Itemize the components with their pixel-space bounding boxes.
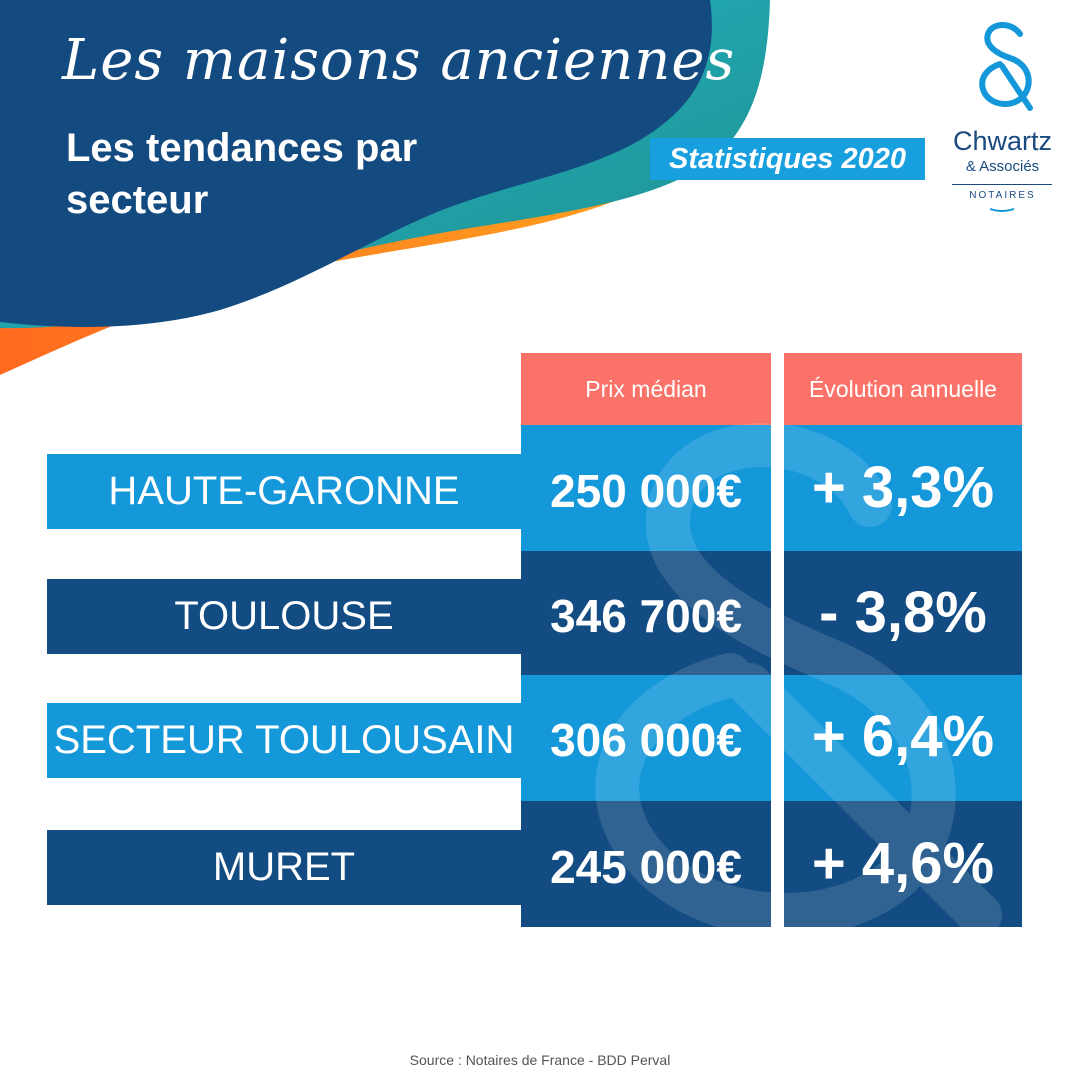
logo-tagline: NOTAIRES [969,190,1036,201]
column-gap [771,675,784,801]
company-logo: Chwartz & Associés NOTAIRES [940,18,1065,212]
row-label: HAUTE-GARONNE [47,454,521,529]
evolution-value: + 3,3% [811,455,995,520]
price-value: 245 000€ [550,841,742,893]
logo-associates: & Associés [965,158,1040,175]
ampersand-logo-icon [979,22,1033,111]
page-title: Les maisons anciennes [62,28,736,93]
price-value: 346 700€ [550,590,742,642]
row-label: MURET [47,830,521,905]
evolution-value: + 4,6% [811,831,995,896]
page-subtitle: Les tendances par secteur [66,126,418,222]
column-gap [771,425,784,551]
column-header-evolution: Évolution annuelle [784,353,1022,425]
price-value: 306 000€ [550,714,742,766]
logo-divider [952,184,1052,185]
logo-name: Chwartz [952,126,1053,156]
column-header-price: Prix médian [521,353,771,425]
header-wave-background [0,0,770,375]
logo-swoosh-icon [990,208,1014,212]
row-label: SECTEUR TOULOUSAIN [47,703,521,778]
source-note: Source : Notaires de France - BDD Perval [409,1052,671,1068]
row-label: TOULOUSE [47,579,521,654]
price-value: 250 000€ [550,465,742,517]
evolution-value: - 3,8% [819,580,987,645]
statistics-badge: Statistiques 2020 [650,138,925,180]
evolution-value: + 6,4% [811,704,995,769]
